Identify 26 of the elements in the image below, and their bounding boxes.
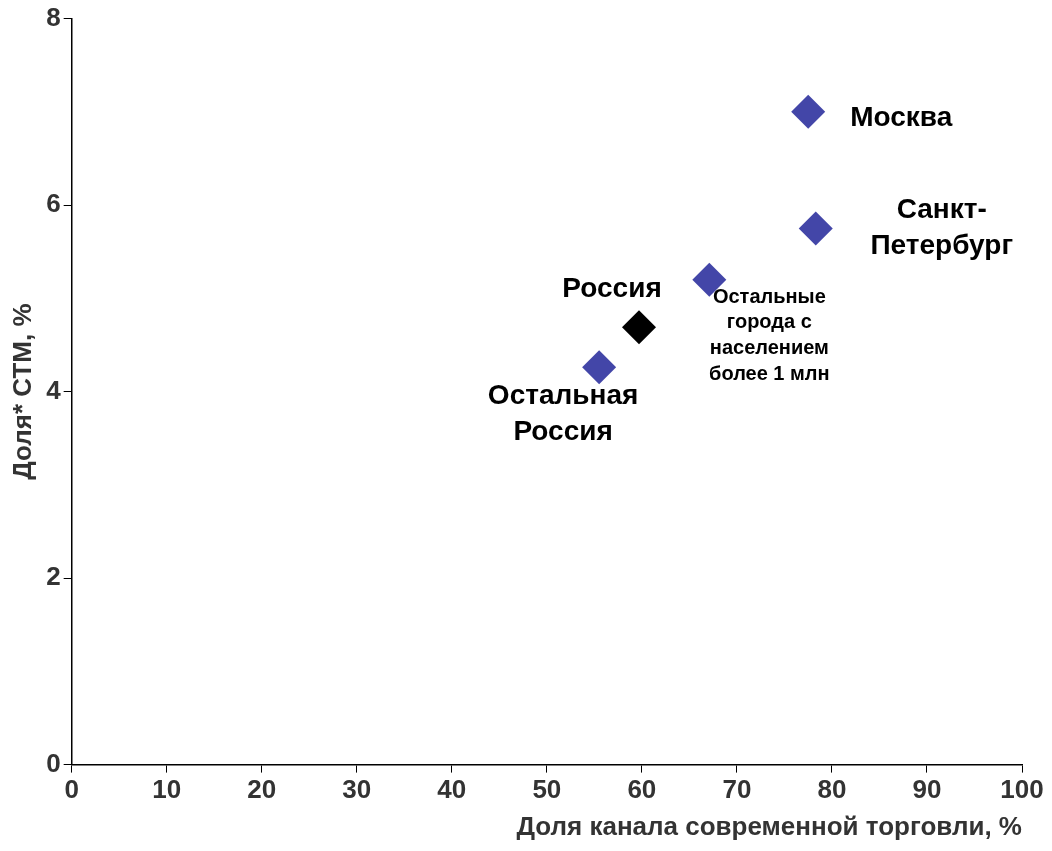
x-tick-label: 10 xyxy=(152,774,182,805)
x-tick-label: 60 xyxy=(627,774,657,805)
point xyxy=(798,211,833,246)
y-tick-label: 0 xyxy=(46,747,61,778)
x-tick-label: 50 xyxy=(532,774,562,805)
x-tick-label: 40 xyxy=(437,774,467,805)
y-tick-label: 6 xyxy=(46,188,61,219)
y-tick-label: 4 xyxy=(46,374,62,405)
x-axis-title: Доля канала современной торговли, % xyxy=(516,810,1022,841)
x-tick-label: 20 xyxy=(247,774,277,805)
x-tick-label: 70 xyxy=(722,774,752,805)
x-tick-label: 90 xyxy=(912,774,942,805)
x-tick-label: 30 xyxy=(342,774,372,805)
x-tick-label: 80 xyxy=(817,774,847,805)
point xyxy=(791,94,826,129)
series-label: Москва xyxy=(850,100,953,132)
y-tick-label: 8 xyxy=(46,1,61,32)
series-label: Остальная Россия xyxy=(487,379,639,446)
y-axis-title: Доля* СТМ, % xyxy=(6,303,37,480)
y-tick-label: 2 xyxy=(46,561,61,592)
series-label: Санкт-Петербург xyxy=(870,193,1014,261)
point xyxy=(622,310,657,345)
x-tick-label: 100 xyxy=(1000,774,1044,805)
point xyxy=(582,350,617,385)
series-label: Остальные города с населением более 1 млн xyxy=(709,284,830,384)
series-label: Россия xyxy=(562,271,662,303)
